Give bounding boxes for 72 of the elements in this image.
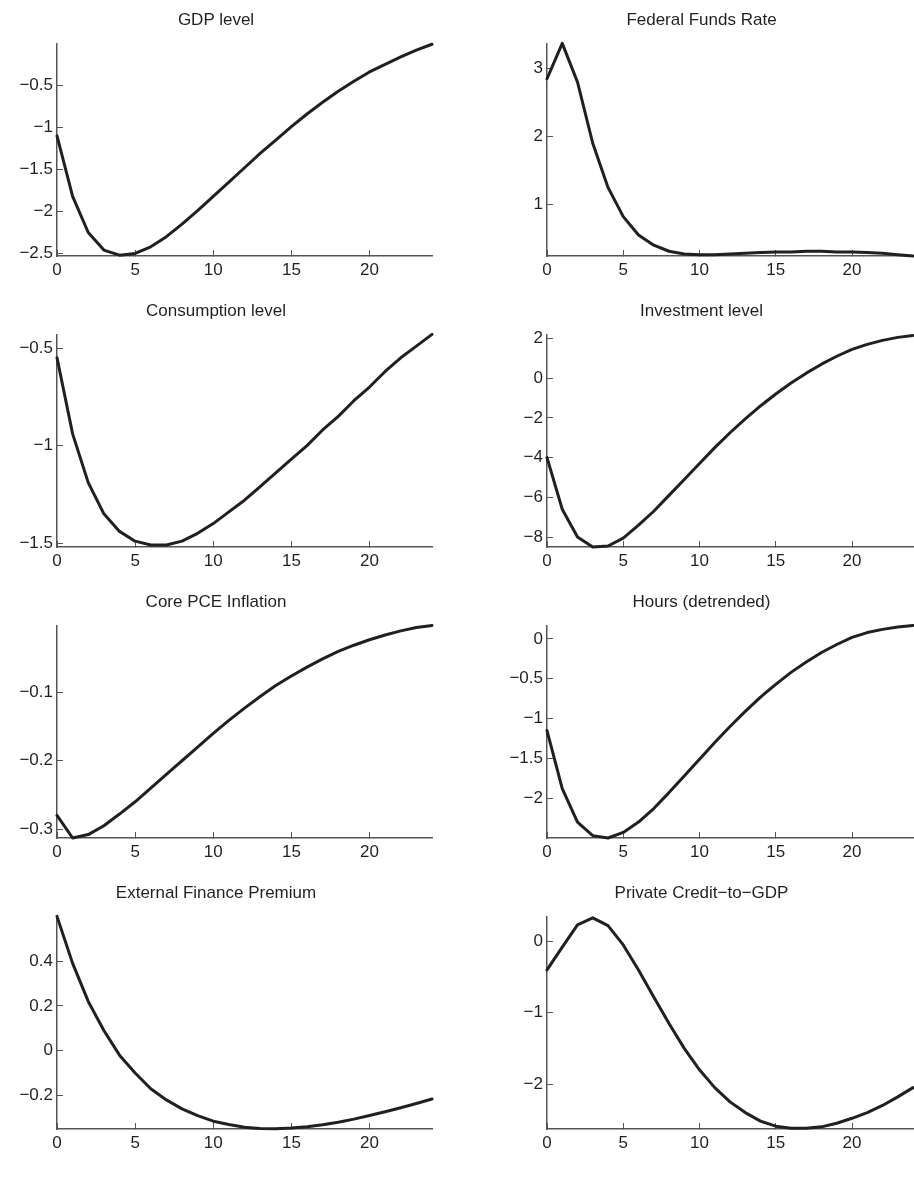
x-tick-label: 20 xyxy=(360,841,379,861)
chart-title: Core PCE Inflation xyxy=(145,591,287,611)
y-tick-label: 0.2 xyxy=(29,995,53,1015)
x-tick-label: 10 xyxy=(690,550,709,570)
x-tick-label: 10 xyxy=(203,550,223,570)
y-tick-label: 0.4 xyxy=(29,950,53,970)
y-tick-label: −4 xyxy=(523,447,543,467)
x-tick-label: 5 xyxy=(618,550,628,570)
x-tick-label: 15 xyxy=(766,1132,786,1152)
x-tick-label: 10 xyxy=(203,841,223,861)
x-tick-label: 10 xyxy=(690,1132,709,1152)
y-tick-label: −2 xyxy=(523,407,543,427)
y-tick-label: 0 xyxy=(533,931,543,951)
x-tick-label: 20 xyxy=(842,1132,862,1152)
y-tick-label: −1 xyxy=(523,1002,543,1022)
chart-title: Hours (detrended) xyxy=(632,591,771,611)
x-tick-label: 5 xyxy=(618,841,628,861)
y-tick-label: −1.5 xyxy=(509,748,543,768)
y-tick-label: −0.5 xyxy=(509,668,543,688)
x-tick-label: 15 xyxy=(766,259,786,279)
x-tick-label: 10 xyxy=(690,841,709,861)
y-tick-label: −0.5 xyxy=(19,75,53,95)
y-tick-label: 0 xyxy=(43,1040,53,1060)
y-tick-label: −2 xyxy=(33,201,53,221)
y-tick-label: −8 xyxy=(523,526,543,546)
y-tick-label: −1.5 xyxy=(19,159,53,179)
x-tick-label: 20 xyxy=(360,1132,379,1152)
y-tick-label: −0.3 xyxy=(19,818,53,838)
x-tick-label: 15 xyxy=(281,1132,301,1152)
x-tick-label: 10 xyxy=(203,1132,223,1152)
x-tick-label: 15 xyxy=(281,841,301,861)
x-tick-label: 5 xyxy=(618,259,628,279)
x-tick-label: 15 xyxy=(281,550,301,570)
y-tick-label: −1.5 xyxy=(19,532,53,552)
y-tick-label: 1 xyxy=(533,194,543,214)
y-tick-label: −6 xyxy=(523,487,543,507)
chart-title: Consumption level xyxy=(146,300,286,320)
y-tick-label: 2 xyxy=(533,328,543,348)
x-tick-label: 20 xyxy=(360,550,379,570)
y-tick-label: −2.5 xyxy=(19,243,53,263)
chart-title: GDP level xyxy=(177,9,255,29)
x-tick-label: 20 xyxy=(842,550,862,570)
y-tick-label: −0.2 xyxy=(19,1085,53,1105)
x-tick-label: 5 xyxy=(130,1132,140,1152)
x-tick-label: 15 xyxy=(766,550,786,570)
x-tick-label: 5 xyxy=(130,841,140,861)
x-tick-label: 20 xyxy=(360,259,379,279)
x-tick-label: 20 xyxy=(842,841,862,861)
y-tick-label: −1 xyxy=(33,435,53,455)
x-tick-label: 5 xyxy=(130,550,140,570)
y-tick-label: −2 xyxy=(523,787,543,807)
y-tick-label: 2 xyxy=(533,126,543,146)
y-tick-label: 0 xyxy=(533,628,543,648)
chart-title: Private Credit−to−GDP xyxy=(614,882,789,902)
chart-title: Investment level xyxy=(640,300,763,320)
y-tick-label: −0.5 xyxy=(19,337,53,357)
y-tick-label: 3 xyxy=(533,58,543,78)
y-tick-label: −0.1 xyxy=(19,682,53,702)
chart-title: External Finance Premium xyxy=(115,882,317,902)
x-tick-label: 10 xyxy=(690,259,709,279)
x-tick-label: 5 xyxy=(618,1132,628,1152)
y-tick-label: 0 xyxy=(533,367,543,387)
x-tick-label: 15 xyxy=(766,841,786,861)
x-tick-label: 20 xyxy=(842,259,862,279)
y-tick-label: −2 xyxy=(523,1073,543,1093)
x-tick-label: 5 xyxy=(130,259,140,279)
y-tick-label: −1 xyxy=(523,708,543,728)
x-tick-label: 10 xyxy=(203,259,223,279)
y-tick-label: −0.2 xyxy=(19,750,53,770)
x-tick-label: 15 xyxy=(281,259,301,279)
y-tick-label: −1 xyxy=(33,117,53,137)
chart-title: Federal Funds Rate xyxy=(626,9,777,29)
